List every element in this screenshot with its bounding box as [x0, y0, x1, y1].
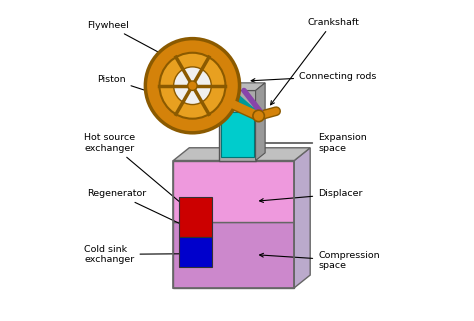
Text: Regenerator: Regenerator [87, 189, 192, 229]
Circle shape [159, 53, 226, 119]
Bar [173, 221, 294, 288]
Polygon shape [255, 83, 265, 160]
Circle shape [188, 81, 197, 91]
Bar [221, 112, 254, 157]
Text: Hot source
exchanger: Hot source exchanger [84, 133, 192, 213]
Text: Piston: Piston [97, 75, 218, 114]
Text: Displacer: Displacer [260, 189, 363, 203]
Text: Crankshaft: Crankshaft [271, 18, 359, 105]
Bar [179, 197, 212, 237]
Circle shape [146, 39, 239, 133]
Bar [173, 160, 294, 221]
Bar [179, 237, 212, 267]
Polygon shape [219, 83, 265, 91]
Circle shape [253, 110, 264, 122]
Text: Flywheel: Flywheel [87, 21, 163, 55]
Bar [173, 160, 294, 288]
Polygon shape [173, 148, 310, 160]
Text: Expansion
space: Expansion space [241, 133, 367, 153]
Circle shape [173, 67, 211, 105]
Bar [219, 91, 255, 160]
Text: Cold sink
exchanger: Cold sink exchanger [84, 245, 191, 264]
Polygon shape [294, 148, 310, 288]
Text: Compression
space: Compression space [260, 251, 380, 270]
Text: Connecting rods: Connecting rods [251, 72, 376, 82]
